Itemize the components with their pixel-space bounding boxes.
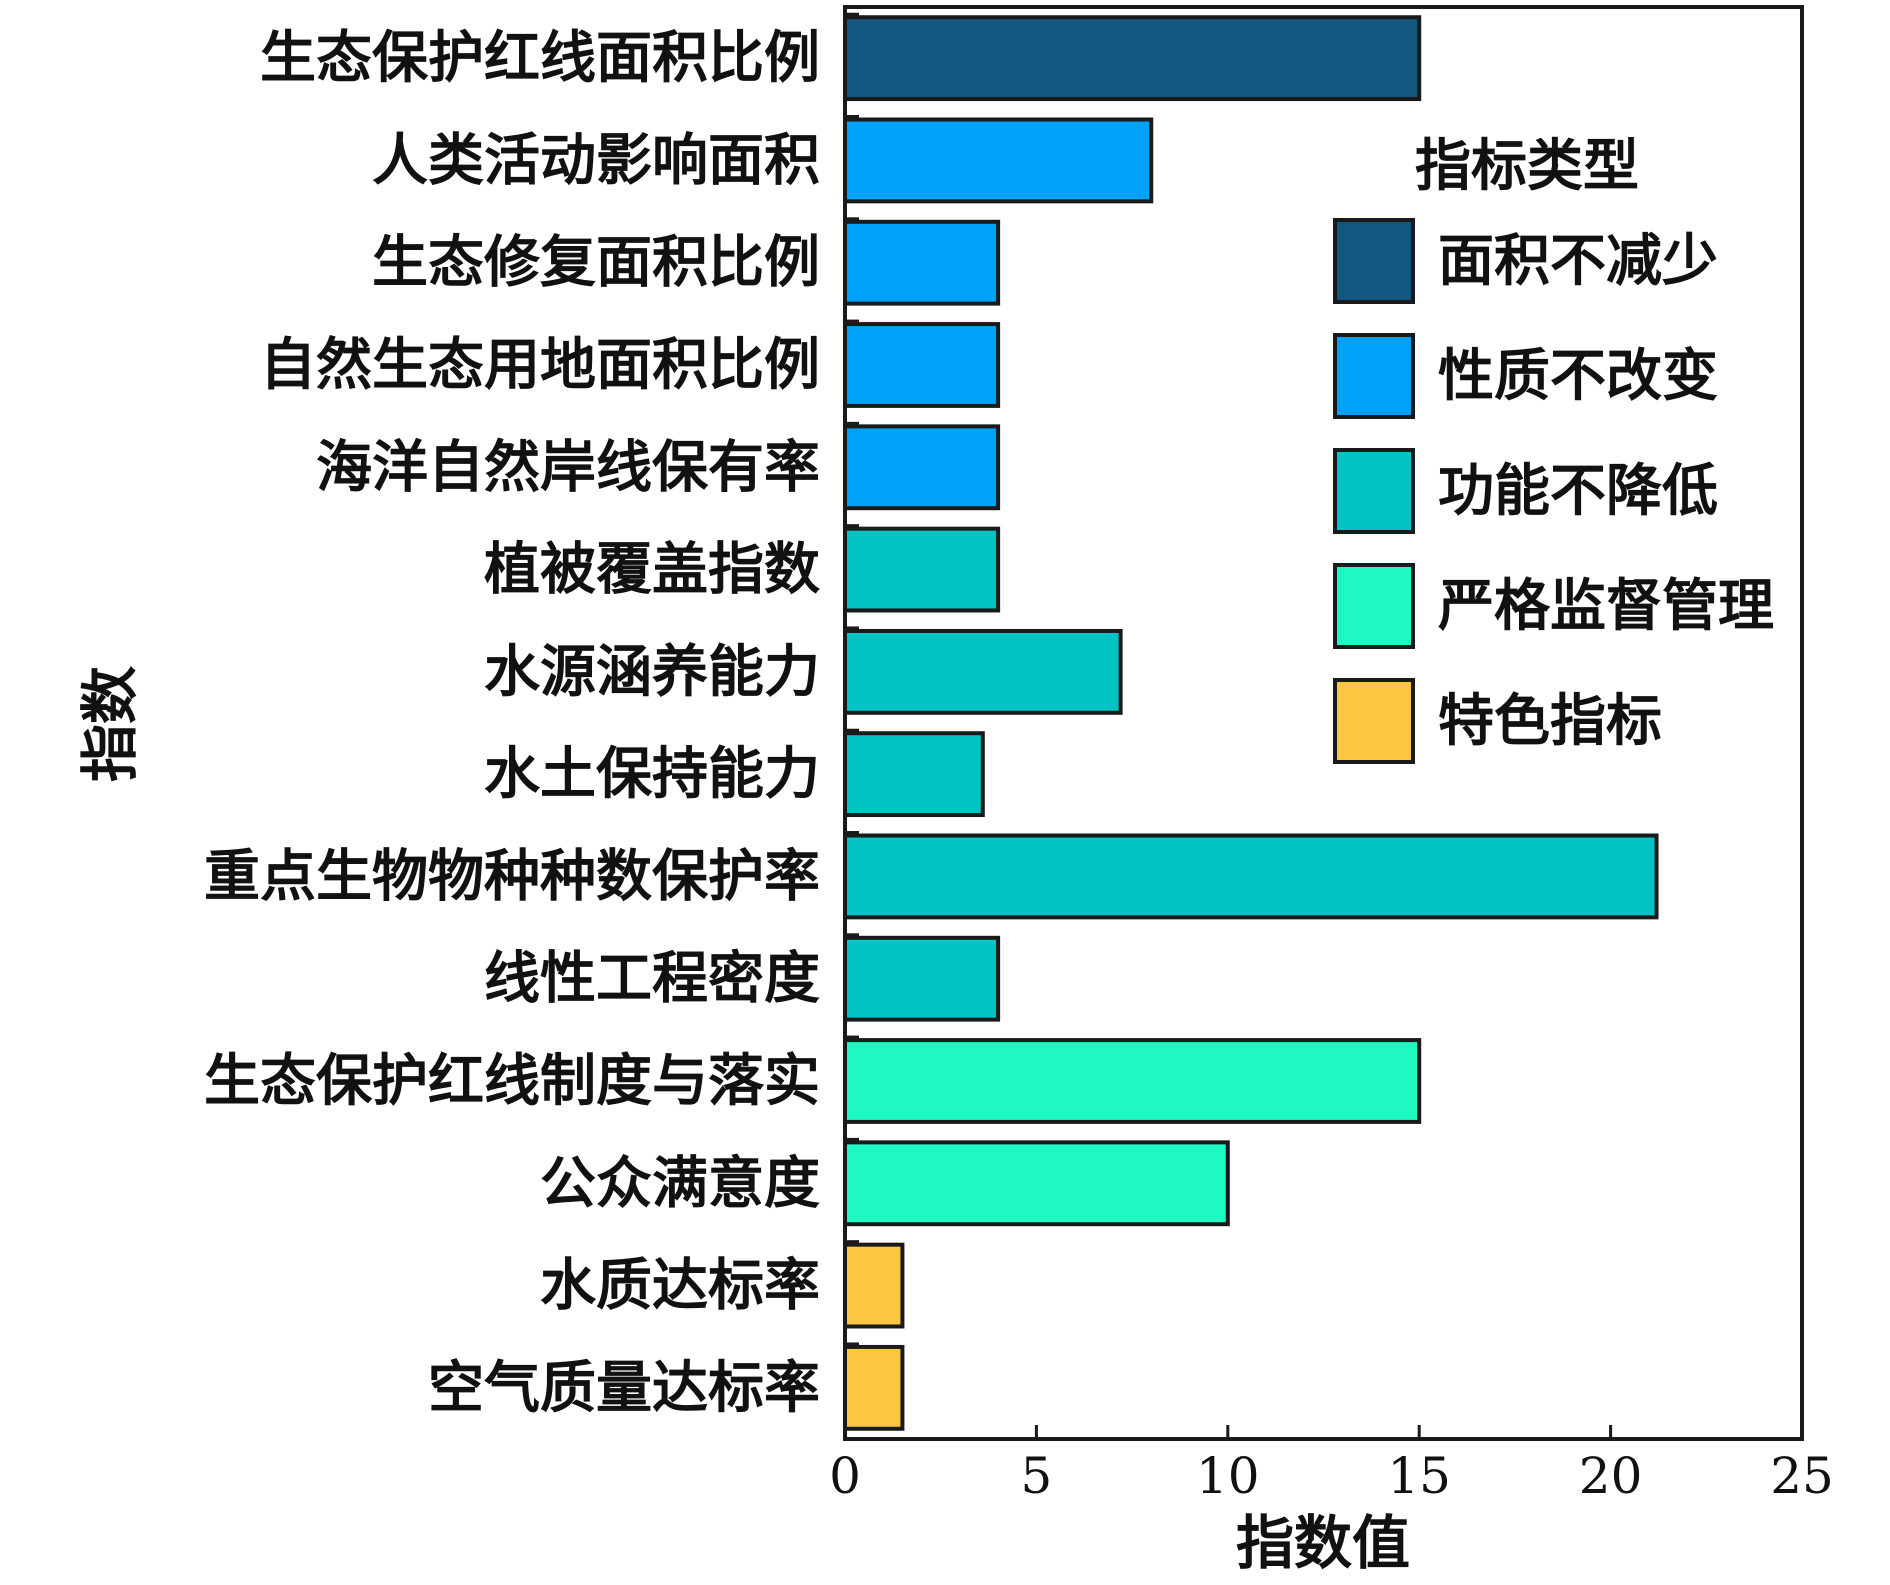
x-tick-label: 20 [1579,1447,1643,1505]
category-label: 植被覆盖指数 [484,537,820,603]
bar-13 [843,1242,905,1329]
legend-swatch-4 [1333,563,1415,649]
category-label: 生态保护红线面积比例 [260,25,820,91]
x-tick-label: 25 [1770,1447,1834,1505]
y-axis-title: 指数 [76,666,144,782]
bar-10 [843,935,1001,1022]
bar-11 [843,1038,1422,1124]
legend-label-3: 功能不降低 [1438,458,1718,524]
x-tick-label: 10 [1196,1447,1260,1505]
legend-label-1: 面积不减少 [1438,228,1718,294]
category-label: 人类活动影响面积 [372,127,820,193]
category-label: 生态保护红线制度与落实 [204,1048,820,1114]
bar-9 [843,833,1659,920]
category-label: 水源涵养能力 [484,639,820,705]
category-label: 公众满意度 [540,1150,820,1216]
bar-12 [843,1140,1230,1227]
category-label: 自然生态用地面积比例 [260,332,820,398]
category-label: 水质达标率 [540,1253,820,1319]
bar-2 [843,117,1154,204]
x-tick-label: 5 [1020,1447,1052,1505]
legend-label-5: 特色指标 [1438,688,1662,754]
legend-swatch-2 [1333,333,1415,419]
category-label: 海洋自然岸线保有率 [316,434,820,500]
bar-1 [843,15,1422,102]
y-tick-marks [845,12,859,1346]
legend-swatch-5 [1333,678,1415,764]
bar-7 [843,628,1123,715]
legend-label-2: 性质不改变 [1438,343,1718,409]
x-axis-title: 指数值 [1236,1509,1410,1577]
category-label: 线性工程密度 [484,946,820,1012]
x-ticks: 0 5 10 15 20 25 [829,1425,1834,1505]
x-tick-label: 0 [829,1447,861,1505]
bar-8 [843,731,985,818]
bar-6 [843,526,1001,613]
bar-5 [843,424,1001,511]
bar-3 [843,219,1001,306]
category-label: 重点生物物种种数保护率 [204,843,820,909]
category-label: 生态修复面积比例 [372,230,820,296]
plot-frame [843,5,1804,1441]
category-label: 空气质量达标率 [428,1355,820,1421]
category-labels: 生态保护红线面积比例人类活动影响面积生态修复面积比例自然生态用地面积比例海洋自然… [204,25,820,1421]
bar-14 [843,1344,905,1431]
x-tick-label: 15 [1387,1447,1451,1505]
legend-swatch-1 [1333,218,1415,304]
legend-label-4: 严格监督管理 [1438,573,1774,639]
bar-4 [843,322,1001,408]
legend-title: 指标类型 [1415,133,1639,199]
category-label: 水土保持能力 [484,741,820,807]
legend-swatch-3 [1333,448,1415,534]
